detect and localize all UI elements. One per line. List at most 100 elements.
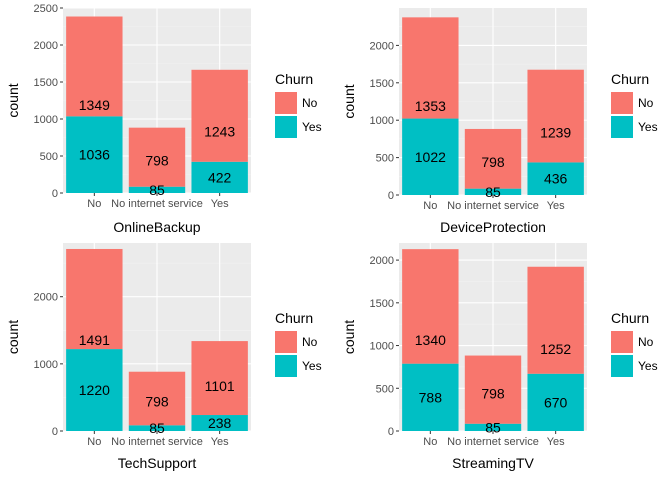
y-tick-label: 2000	[34, 292, 58, 304]
y-tick-label: 1500	[370, 78, 394, 90]
data-label-yes: 1036	[79, 147, 110, 163]
x-tick-label: No internet service	[447, 200, 539, 212]
x-tick-label: No internet service	[111, 198, 203, 210]
legend-label-yes: Yes	[302, 120, 322, 134]
legend-label-yes: Yes	[638, 120, 658, 134]
y-tick-label: 1000	[34, 359, 58, 371]
legend-key-yes	[275, 116, 297, 138]
x-axis-title: OnlineBackup	[113, 219, 200, 235]
y-axis-title: count	[5, 83, 21, 117]
legend-key-yes	[611, 116, 633, 138]
data-label-no: 1101	[205, 378, 235, 394]
bar-no-0	[402, 249, 459, 364]
y-tick-label: 0	[52, 426, 58, 438]
y-tick-label: 1000	[370, 115, 394, 127]
bar-yes-1	[128, 186, 186, 193]
x-tick-label: Yes	[547, 200, 565, 212]
legend: Churn No Yes	[611, 71, 658, 138]
legend-title: Churn	[275, 71, 313, 87]
bar-no-0	[402, 17, 459, 119]
data-label-no: 1491	[79, 332, 110, 348]
bar-no-1	[464, 355, 522, 424]
legend-label-no: No	[638, 96, 654, 110]
data-label-yes: 85	[485, 419, 501, 435]
data-label-no: 798	[481, 154, 505, 170]
data-label-no: 1252	[540, 341, 571, 357]
data-label-yes: 422	[208, 169, 232, 185]
bar-yes-0	[402, 363, 459, 431]
x-tick-label: No	[423, 436, 437, 448]
legend-key-yes	[275, 355, 297, 377]
bar-yes-2	[191, 161, 248, 193]
x-axis-title: DeviceProtection	[440, 219, 546, 235]
bar-yes-2	[527, 162, 584, 195]
bar-no-0	[66, 248, 123, 350]
data-label-yes: 85	[149, 182, 165, 198]
data-label-no: 1243	[204, 123, 235, 139]
data-label-yes: 1022	[415, 149, 446, 165]
x-tick-label: No	[423, 200, 437, 212]
data-label-yes: 1220	[79, 382, 110, 398]
y-tick-label: 1500	[370, 298, 394, 310]
y-axis-title: count	[341, 84, 357, 118]
data-label-yes: 670	[544, 394, 568, 410]
legend-label-yes: Yes	[302, 359, 322, 373]
y-tick-label: 0	[388, 190, 394, 202]
data-label-no: 1353	[415, 98, 446, 114]
bar-no-2	[191, 69, 248, 162]
legend-key-no	[611, 331, 633, 353]
x-tick-label: No internet service	[447, 436, 539, 448]
bar-yes-0	[66, 116, 123, 193]
bar-yes-1	[464, 188, 522, 195]
y-tick-label: 500	[40, 151, 58, 163]
data-label-no: 798	[481, 385, 505, 401]
bar-no-2	[527, 69, 584, 163]
x-axis-title: StreamingTV	[452, 455, 534, 471]
x-tick-label: No internet service	[111, 436, 203, 448]
y-axis-title: count	[341, 320, 357, 354]
y-tick-label: 1500	[34, 77, 58, 89]
y-tick-label: 2000	[370, 255, 394, 267]
legend-title: Churn	[275, 310, 313, 326]
bar-yes-0	[66, 349, 123, 431]
legend: Churn No Yes	[275, 71, 322, 138]
y-tick-label: 2000	[34, 40, 58, 52]
data-label-yes: 238	[208, 415, 232, 431]
x-tick-label: Yes	[211, 198, 229, 210]
bar-no-2	[191, 341, 248, 416]
legend-key-no	[275, 331, 297, 353]
legend: Churn No Yes	[611, 310, 658, 377]
bar-no-1	[128, 127, 186, 187]
data-label-no: 1239	[540, 124, 571, 140]
y-tick-label: 0	[388, 426, 394, 438]
y-tick-label: 2500	[34, 3, 58, 15]
legend-label-no: No	[302, 335, 318, 349]
legend-label-no: No	[302, 96, 318, 110]
x-tick-label: Yes	[547, 436, 565, 448]
y-tick-label: 500	[376, 383, 394, 395]
y-tick-label: 2000	[370, 40, 394, 52]
data-label-yes: 788	[419, 389, 443, 405]
legend-title: Churn	[611, 310, 649, 326]
y-tick-label: 500	[376, 153, 394, 165]
data-label-no: 798	[145, 152, 169, 168]
bar-yes-2	[527, 373, 584, 431]
y-axis-title: count	[5, 320, 21, 354]
y-tick-label: 0	[52, 188, 58, 200]
bar-yes-1	[464, 423, 522, 431]
data-label-yes: 85	[485, 184, 501, 200]
bar-yes-2	[191, 415, 248, 431]
legend-label-yes: Yes	[638, 359, 658, 373]
legend-title: Churn	[611, 71, 649, 87]
bar-no-1	[464, 128, 522, 189]
legend: Churn No Yes	[275, 310, 322, 377]
data-label-no: 1340	[415, 332, 446, 348]
data-label-no: 1349	[79, 97, 110, 113]
x-tick-label: No	[87, 198, 101, 210]
bar-yes-1	[128, 425, 186, 431]
legend-label-no: No	[638, 335, 654, 349]
